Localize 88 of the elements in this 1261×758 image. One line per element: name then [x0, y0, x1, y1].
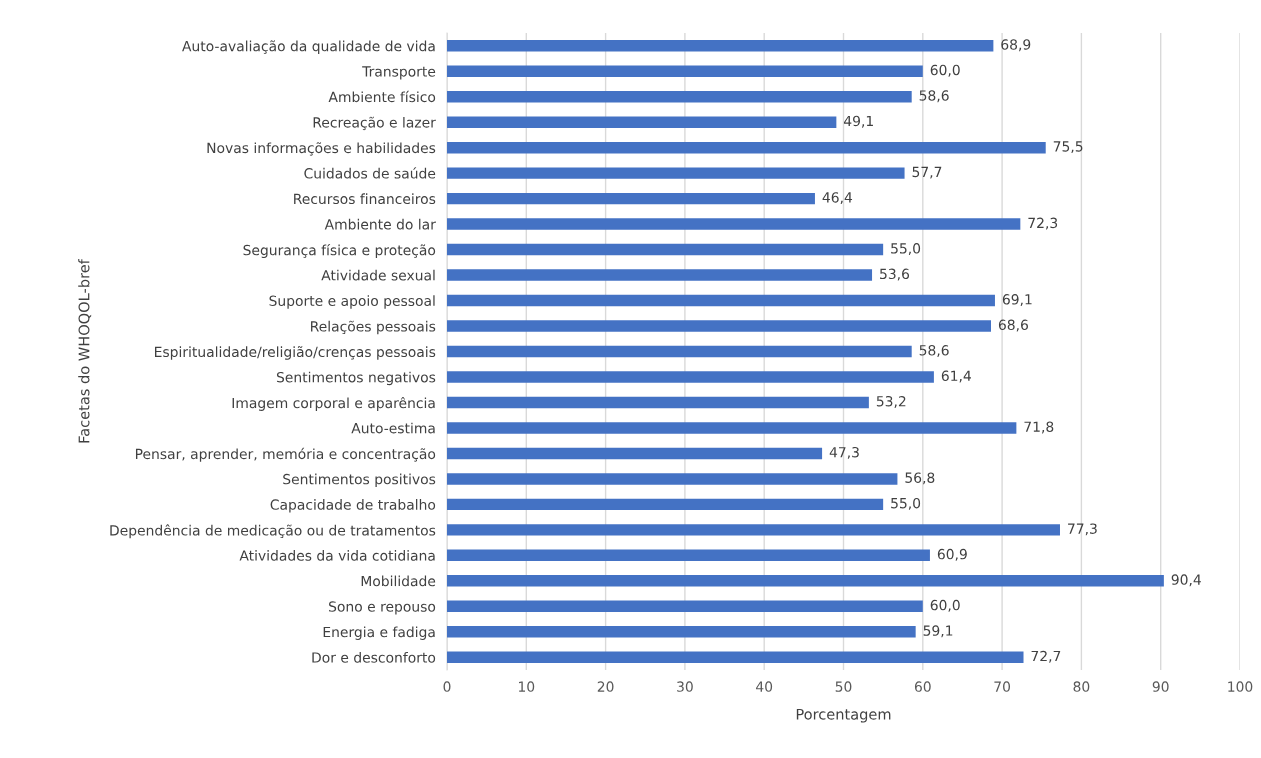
bar	[447, 40, 994, 52]
bar	[447, 192, 815, 205]
y-tick-label: Suporte e apoio pessoal	[269, 295, 435, 309]
bar	[447, 498, 884, 511]
data-label: 72,3	[1028, 217, 1058, 230]
data-label: 75,5	[1053, 141, 1083, 154]
data-label: 55,0	[891, 497, 921, 510]
data-label: 53,2	[876, 395, 906, 408]
bar	[447, 294, 995, 307]
data-label: 47,3	[829, 446, 859, 459]
y-tick-label: Transporte	[362, 66, 436, 80]
y-tick-label: Recursos financeiros	[294, 193, 436, 205]
bar	[447, 116, 837, 128]
data-label: 72,7	[1031, 650, 1061, 663]
y-axis-title: Facetas do WHOQOL-bref	[78, 258, 92, 443]
data-label: 55,0	[891, 243, 921, 256]
y-tick-label: Sentimentos negativos	[276, 371, 436, 386]
data-label: 68,6	[998, 319, 1028, 332]
data-label: 49,1	[843, 115, 873, 128]
bar	[447, 90, 912, 103]
data-label: 60,9	[937, 548, 967, 561]
y-tick-label: Auto-estima	[351, 422, 435, 434]
y-tick-label: Ambiente do lar	[324, 218, 436, 230]
bar	[447, 651, 1024, 663]
bar	[447, 320, 991, 332]
y-tick-label: Novas informações e habilidades	[207, 142, 436, 156]
data-label: 71,8	[1024, 421, 1054, 434]
data-label: 58,6	[919, 345, 949, 357]
y-tick-label: Relações pessoais	[311, 320, 436, 335]
y-tick-label: Sentimentos positivos	[283, 473, 436, 488]
y-tick-label: Atividade sexual	[321, 269, 435, 281]
bar	[447, 65, 923, 77]
bar	[447, 141, 1046, 154]
y-tick-label: Recreação e lazer	[313, 116, 436, 131]
bar	[447, 371, 934, 383]
y-tick-label: Pensar, aprender, memória e concentração	[135, 447, 436, 462]
data-label: 69,1	[1002, 294, 1032, 306]
y-tick-label: Cuidados de saúde	[304, 167, 436, 179]
bar	[447, 524, 1060, 536]
bar	[447, 549, 930, 562]
data-label: 61,4	[941, 370, 971, 383]
data-label: 60,0	[930, 64, 960, 77]
x-tick-label: 100	[1228, 681, 1253, 692]
y-tick-label: Imagem corporal e aparência	[232, 396, 435, 411]
x-tick-label: 30	[677, 681, 693, 692]
data-label: 56,8	[905, 472, 935, 485]
y-tick-label: Mobilidade	[361, 575, 436, 587]
x-tick-label: 80	[1073, 681, 1090, 692]
x-tick-label: 10	[518, 681, 535, 692]
bar	[447, 600, 923, 613]
bar	[447, 447, 823, 460]
x-tick-label: 70	[994, 681, 1011, 692]
y-tick-label: Energia e fadiga	[323, 626, 435, 640]
data-label: 77,3	[1068, 523, 1097, 536]
data-label: 90,4	[1171, 574, 1201, 587]
x-axis-title: Porcentagem	[796, 708, 891, 723]
data-label: 59,1	[923, 625, 953, 638]
data-label: 58,6	[919, 90, 949, 103]
data-label: 68,9	[1001, 39, 1031, 52]
data-label: 53,6	[880, 268, 910, 281]
x-tick-label: 50	[835, 681, 852, 692]
y-tick-label: Dependência de medicação ou de tratamentos	[110, 524, 436, 539]
x-tick-label: 0	[443, 681, 451, 692]
bar	[447, 575, 1164, 587]
y-tick-label: Auto-avaliação da qualidade de vida	[182, 40, 435, 55]
bar	[447, 396, 869, 409]
data-label: 46,4	[822, 192, 853, 205]
y-tick-label: Segurança física e proteção	[243, 244, 436, 259]
bar	[447, 473, 898, 485]
data-label: 60,0	[930, 599, 960, 612]
y-tick-label: Espiritualidade/religião/crenças pessoais	[155, 346, 436, 360]
bar	[447, 422, 1017, 434]
bar	[447, 626, 916, 638]
x-tick-label: 40	[756, 681, 773, 692]
data-label: 57,7	[912, 166, 942, 179]
x-tick-label: 90	[1152, 681, 1169, 692]
y-tick-label: Sono e repouso	[329, 601, 436, 615]
bar	[447, 269, 873, 281]
y-tick-label: Ambiente físico	[328, 90, 436, 103]
bar	[447, 345, 912, 358]
x-tick-label: 60	[914, 681, 931, 692]
y-tick-label: Atividades da vida cotidiana	[239, 550, 435, 561]
bar	[447, 218, 1021, 230]
bar	[447, 167, 905, 179]
y-tick-label: Dor e desconforto	[312, 651, 436, 663]
x-tick-label: 20	[597, 681, 614, 692]
y-tick-label: Capacidade de trabalho	[270, 499, 436, 513]
bar	[447, 243, 884, 256]
